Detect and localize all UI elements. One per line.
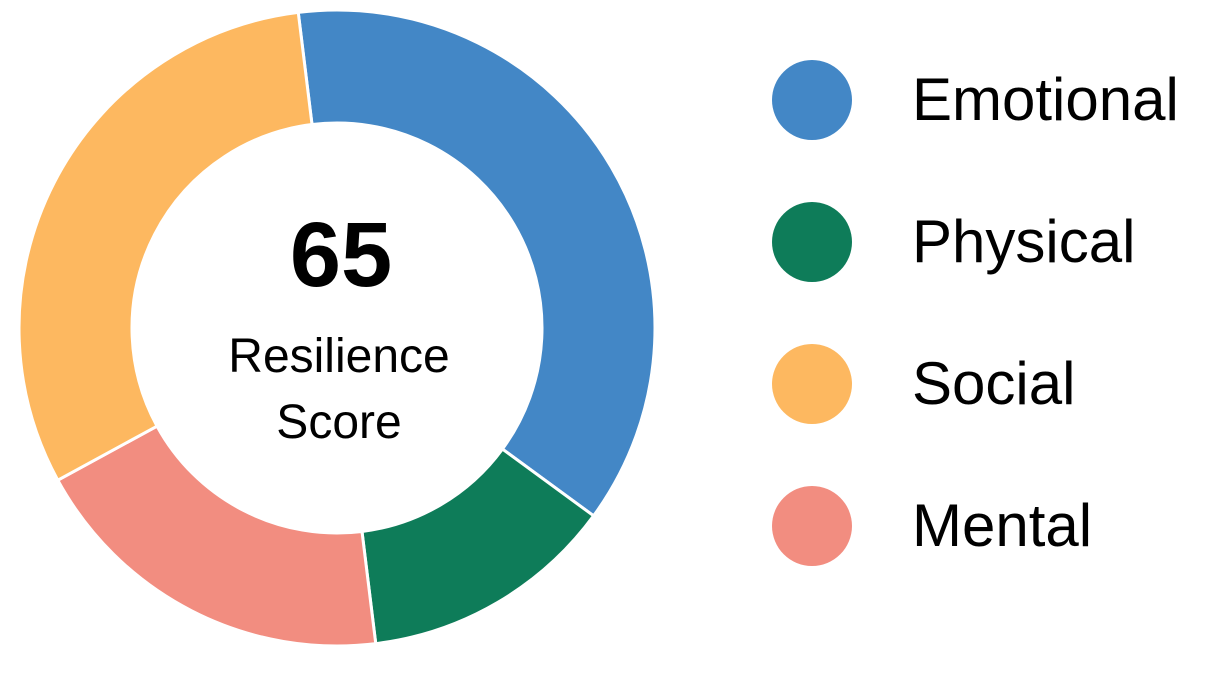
score-label-line-1: Resilience (228, 330, 449, 383)
legend-item-mental[interactable]: Mental (772, 486, 1179, 566)
slice-mental[interactable] (55, 424, 378, 648)
donut-chart: 65 Resilience Score (17, 8, 657, 648)
legend-swatch-emotional (772, 60, 852, 140)
donut-slices (17, 8, 657, 648)
legend-item-emotional[interactable]: Emotional (772, 60, 1179, 140)
legend: Emotional Physical Social Mental (772, 60, 1179, 628)
legend-label-emotional: Emotional (912, 66, 1179, 133)
legend-swatch-social (772, 344, 852, 424)
slice-social[interactable] (17, 10, 314, 483)
legend-swatch-physical (772, 202, 852, 282)
score-value: 65 (290, 204, 392, 306)
legend-label-mental: Mental (912, 492, 1093, 559)
slice-emotional[interactable] (296, 8, 657, 518)
legend-label-physical: Physical (912, 208, 1136, 275)
legend-item-social[interactable]: Social (772, 344, 1179, 424)
legend-item-physical[interactable]: Physical (772, 202, 1179, 282)
score-label-line-2: Score (276, 396, 401, 449)
legend-label-social: Social (912, 350, 1076, 417)
legend-swatch-mental (772, 486, 852, 566)
